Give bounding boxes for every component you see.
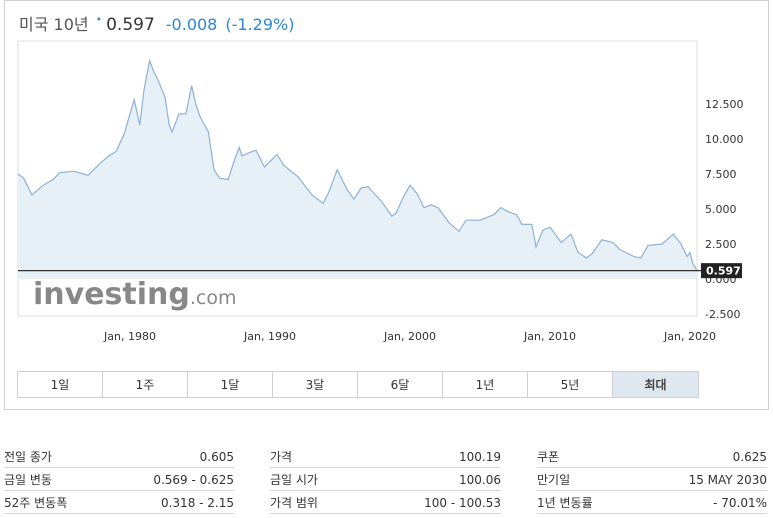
stat-value: 100.06	[459, 472, 501, 487]
stat-row: 전일 종가 0.605	[4, 446, 234, 468]
stat-row: 금일 변동 0.569 - 0.625	[4, 469, 234, 491]
stat-value: 0.605	[199, 449, 234, 464]
y-tick-label: 7.500	[705, 168, 737, 181]
stat-label: 금일 변동	[4, 473, 52, 487]
stat-value: - 70.01%	[713, 495, 767, 510]
stat-label: 가격	[270, 450, 293, 464]
price-change: -0.008	[165, 15, 218, 34]
watermark-logo: investing.com	[33, 277, 236, 312]
stat-row: 가격 100.19	[270, 446, 501, 468]
y-tick-label: 5.000	[705, 203, 737, 216]
stat-row: 52주 변동폭 0.318 - 2.15	[4, 492, 234, 514]
y-tick-label: -2.500	[705, 308, 740, 321]
stat-value: 15 MAY 2030	[688, 472, 767, 487]
stat-row: 금일 시가 100.06	[270, 469, 501, 491]
stat-value: 0.318 - 2.15	[160, 495, 234, 510]
stat-label: 1년 변동률	[537, 496, 593, 510]
range-button[interactable]: 1달	[188, 372, 273, 397]
stat-value: 0.569 - 0.625	[153, 472, 234, 487]
x-tick-label: Jan, 2020	[663, 330, 716, 343]
series-line	[17, 58, 698, 271]
live-dot-icon: •	[95, 13, 103, 26]
stats-table: 전일 종가 0.605 금일 변동 0.569 - 0.625 52주 변동폭 0.318…	[4, 441, 770, 517]
quote-header: 미국 10년 • 0.597 -0.008 (-1.29%)	[19, 11, 294, 37]
chart-panel: 미국 10년 • 0.597 -0.008 (-1.29%) investing…	[4, 0, 769, 410]
range-button[interactable]: 최대	[613, 372, 698, 397]
stat-label: 가격 범위	[270, 496, 318, 510]
x-tick-label: Jan, 1990	[243, 330, 296, 343]
stat-label: 금일 시가	[270, 473, 318, 487]
y-tick-label: 10.000	[705, 133, 744, 146]
stat-row: 가격 범위 100 - 100.53	[270, 492, 501, 514]
range-button[interactable]: 6달	[358, 372, 443, 397]
stat-row: 쿠폰 0.625	[537, 446, 767, 468]
current-value-badge	[701, 263, 742, 279]
last-price: 0.597	[106, 15, 155, 35]
range-button[interactable]: 3달	[273, 372, 358, 397]
instrument-name: 미국 10년	[19, 15, 89, 34]
range-button[interactable]: 5년	[528, 372, 613, 397]
range-button[interactable]: 1일	[18, 372, 103, 397]
time-range-selector: 1일 1주 1달 3달 6달 1년 5년 최대	[17, 371, 699, 398]
stat-label: 쿠폰	[537, 450, 560, 464]
range-button[interactable]: 1년	[443, 372, 528, 397]
price-change-percent: (-1.29%)	[225, 15, 295, 34]
stat-label: 52주 변동폭	[4, 496, 68, 510]
stat-value: 100 - 100.53	[424, 495, 501, 510]
y-tick-label: 2.500	[705, 238, 737, 251]
stat-label: 만기일	[537, 473, 571, 487]
y-tick-label: 12.500	[705, 98, 744, 111]
x-tick-label: Jan, 2000	[383, 330, 436, 343]
stat-row: 만기일 15 MAY 2030	[537, 469, 767, 491]
yield-chart[interactable]: investing.com 12.500 10.000 7.500 5.000 2.500…	[5, 1, 770, 366]
stat-value: 100.19	[459, 449, 501, 464]
stat-value: 0.625	[732, 449, 767, 464]
series-area	[18, 60, 697, 279]
x-tick-label: Jan, 1980	[103, 330, 156, 343]
stat-label: 전일 종가	[4, 450, 52, 464]
x-tick-label: Jan, 2010	[523, 330, 576, 343]
stat-row: 1년 변동률 - 70.01%	[537, 492, 767, 514]
current-value-label: 0.597	[706, 265, 741, 278]
range-button[interactable]: 1주	[103, 372, 188, 397]
